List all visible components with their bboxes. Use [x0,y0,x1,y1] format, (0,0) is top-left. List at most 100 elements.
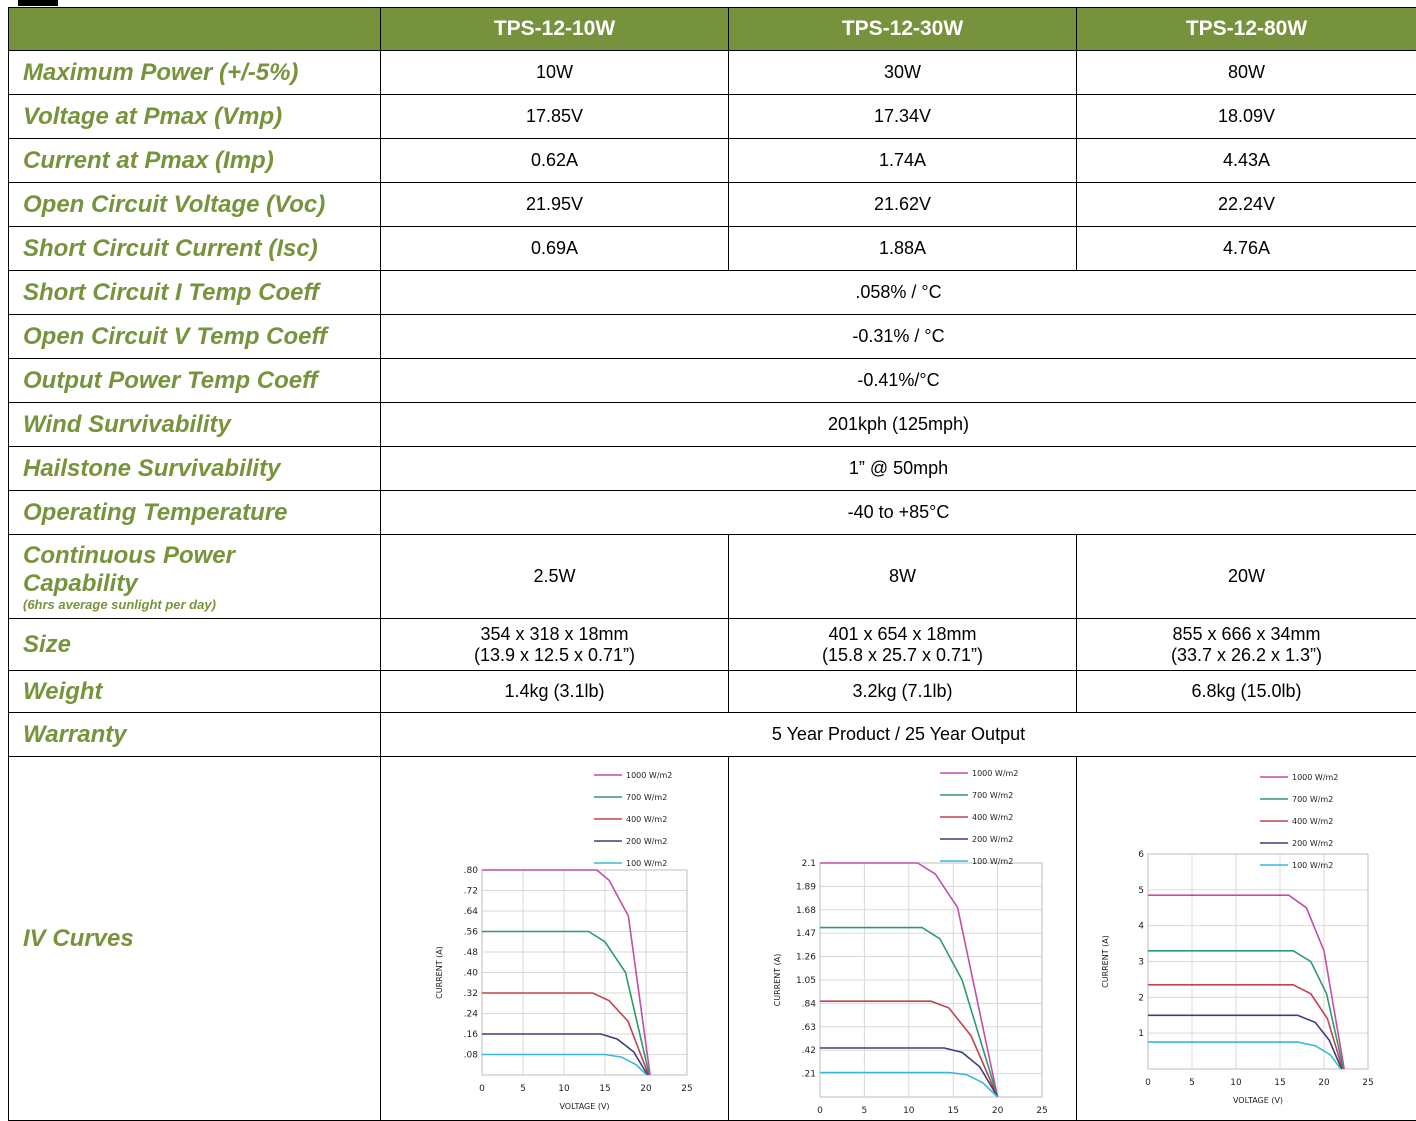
x-tick-label: 10 [558,1084,570,1094]
y-tick-label: 4 [1138,922,1144,932]
y-tick-label: .16 [463,1030,478,1040]
y-tick-label: 1.47 [795,929,815,939]
row-label: IV Curves [9,757,381,1121]
header-model-80w: TPS-12-80W [1077,8,1416,51]
y-axis-label: CURRENT (A) [1101,935,1110,988]
size-imperial: (15.8 x 25.7 x 0.71”) [729,645,1076,666]
y-tick-label: 1.68 [795,906,815,916]
legend-entry: 700 W/m2 [1292,795,1333,804]
y-tick-label: 6 [1138,850,1144,860]
row-output-power-temp-coeff: Output Power Temp Coeff -0.41%/°C [9,359,1416,403]
cell-10w: 17.85V [381,95,729,139]
legend-entry: 100 W/m2 [972,857,1013,866]
cell-30w: 30W [729,51,1077,95]
row-label: Open Circuit V Temp Coeff [9,315,381,359]
cell-30w: 1.74A [729,139,1077,183]
row-label: Warranty [9,713,381,757]
size-metric: 354 x 318 x 18mm [381,624,728,645]
legend-entry: 1000 W/m2 [626,771,672,780]
x-tick-label: 25 [681,1084,692,1094]
row-maximum-power: Maximum Power (+/-5%) 10W 30W 80W [9,51,1416,95]
cell-80w: 4.76A [1077,227,1416,271]
x-tick-label: 5 [861,1106,867,1115]
x-tick-label: 15 [947,1106,958,1115]
y-tick-label: 1 [1138,1029,1144,1039]
row-label: Short Circuit Current (Isc) [9,227,381,271]
series-line [1148,951,1343,1069]
row-label: Wind Survivability [9,403,381,447]
x-tick-label: 0 [479,1084,485,1094]
cell-80w: 80W [1077,51,1416,95]
row-label: Short Circuit I Temp Coeff [9,271,381,315]
y-tick-label: .56 [463,928,478,938]
legend-entry: 700 W/m2 [626,793,667,802]
spec-table: TPS-12-10W TPS-12-30W TPS-12-80W Maximum… [8,7,1416,1121]
y-tick-label: .84 [801,999,816,1009]
cell-10w: 21.95V [381,183,729,227]
row-label: Hailstone Survivability [9,447,381,491]
y-tick-label: .80 [463,866,478,876]
legend-entry: 400 W/m2 [972,813,1013,822]
legend-entry: 1000 W/m2 [1292,773,1338,782]
x-tick-label: 20 [1318,1078,1330,1088]
row-label-line2: Capability [23,570,380,598]
row-label: Current at Pmax (Imp) [9,139,381,183]
cell-30w: 17.34V [729,95,1077,139]
cell-80w: 4.43A [1077,139,1416,183]
y-axis-label: CURRENT (A) [773,954,782,1007]
x-tick-label: 25 [1036,1106,1047,1115]
chart-grid [820,863,1042,1097]
y-tick-label: 3 [1138,958,1144,968]
header-row: TPS-12-10W TPS-12-30W TPS-12-80W [9,8,1416,51]
x-tick-label: 20 [991,1106,1003,1115]
cell-10w: 10W [381,51,729,95]
chart-grid [482,870,687,1075]
series-line [1148,895,1344,1069]
cell-shared: 5 Year Product / 25 Year Output [381,713,1416,757]
x-tick-label: 15 [1274,1078,1285,1088]
row-open-circuit-voltage: Open Circuit Voltage (Voc) 21.95V 21.62V… [9,183,1416,227]
row-warranty: Warranty 5 Year Product / 25 Year Output [9,713,1416,757]
row-label: Maximum Power (+/-5%) [9,51,381,95]
row-voltage-pmax: Voltage at Pmax (Vmp) 17.85V 17.34V 18.0… [9,95,1416,139]
row-current-pmax: Current at Pmax (Imp) 0.62A 1.74A 4.43A [9,139,1416,183]
cell-shared: -0.31% / °C [381,315,1416,359]
y-tick-label: 2.1 [801,859,815,869]
row-label: Open Circuit Voltage (Voc) [9,183,381,227]
y-tick-label: 2 [1138,993,1144,1003]
cell-10w: 0.62A [381,139,729,183]
y-tick-label: .48 [463,948,478,958]
cell-30w: 21.62V [729,183,1077,227]
x-tick-label: 0 [817,1106,823,1115]
cell-10w: 1.4kg (3.1lb) [381,671,729,713]
x-tick-label: 10 [903,1106,915,1115]
legend-entry: 1000 W/m2 [972,769,1018,778]
cell-30w: 401 x 654 x 18mm (15.8 x 25.7 x 0.71”) [729,619,1077,671]
x-tick-label: 10 [1230,1078,1242,1088]
cell-30w: 1.88A [729,227,1077,271]
legend-entry: 100 W/m2 [626,859,667,868]
legend-entry: 400 W/m2 [1292,817,1333,826]
row-weight: Weight 1.4kg (3.1lb) 3.2kg (7.1lb) 6.8kg… [9,671,1416,713]
series-line [482,932,649,1076]
row-label: Output Power Temp Coeff [9,359,381,403]
legend-entry: 400 W/m2 [626,815,667,824]
cell-shared: -40 to +85°C [381,491,1416,535]
row-wind-survivability: Wind Survivability 201kph (125mph) [9,403,1416,447]
row-label: Operating Temperature [9,491,381,535]
size-metric: 401 x 654 x 18mm [729,624,1076,645]
size-imperial: (13.9 x 12.5 x 0.71”) [381,645,728,666]
y-axis-label: CURRENT (A) [435,946,444,999]
y-tick-label: 5 [1138,886,1144,896]
x-tick-label: 5 [1189,1078,1195,1088]
header-cell-blank [9,8,381,51]
cell-80w: 6.8kg (15.0lb) [1077,671,1416,713]
cell-30w: 3.2kg (7.1lb) [729,671,1077,713]
cell-shared: 201kph (125mph) [381,403,1416,447]
y-tick-label: 1.89 [795,882,815,892]
y-tick-label: .72 [463,887,477,897]
row-label: Continuous Power Capability (6hrs averag… [9,535,381,619]
legend-entry: 200 W/m2 [972,835,1013,844]
